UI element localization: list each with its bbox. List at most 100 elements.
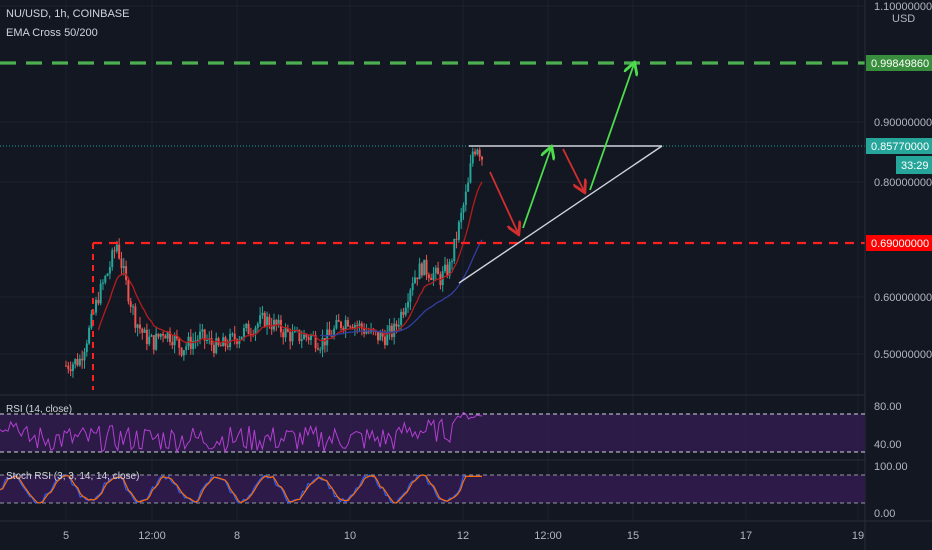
candle-body <box>289 331 292 342</box>
candle-body <box>409 290 412 302</box>
candle-body <box>203 329 206 341</box>
candle-body <box>379 332 382 341</box>
time-tick: 12 <box>457 530 469 542</box>
candle-body <box>212 344 215 354</box>
candle-body <box>173 335 176 346</box>
candle-body <box>460 212 463 222</box>
candle-body <box>118 244 121 259</box>
candle-body <box>383 336 386 346</box>
candle-body <box>242 328 245 337</box>
candle-body <box>129 301 132 307</box>
rsi-line <box>0 411 483 454</box>
candle-body <box>141 328 144 333</box>
candle-body <box>386 331 389 346</box>
candle-body <box>309 335 312 340</box>
rsi-tick: 40.00 <box>874 439 902 451</box>
candle-body <box>411 283 414 291</box>
candle-body <box>455 238 458 240</box>
candle-body <box>277 319 280 325</box>
candle-body <box>340 321 343 328</box>
candle-body <box>182 350 185 356</box>
candle-body <box>152 335 155 350</box>
candle-body <box>95 299 98 313</box>
triangle-lower-line[interactable] <box>458 145 663 284</box>
candle-body <box>159 333 162 337</box>
candle-body <box>157 333 160 337</box>
candle-body <box>434 267 437 274</box>
candle-body <box>404 307 407 315</box>
candle-body <box>360 323 363 329</box>
candle-body <box>245 323 248 329</box>
current-price-label: 0.85770000 <box>871 141 929 153</box>
support-price-badge[interactable] <box>866 235 932 251</box>
candle-body <box>240 336 243 340</box>
candle-body <box>205 339 208 341</box>
candle-body <box>113 250 116 252</box>
candle-body <box>199 331 202 340</box>
candle-body <box>286 328 289 332</box>
candle-body <box>275 319 278 325</box>
candle-body <box>88 327 91 344</box>
candle-body <box>335 320 338 329</box>
time-tick: 10 <box>344 530 356 542</box>
candle-body <box>180 347 183 356</box>
candle-body <box>377 332 379 341</box>
candle-body <box>166 331 169 339</box>
candle-body <box>478 149 481 157</box>
candle-body <box>448 261 451 276</box>
arrow-down-2[interactable] <box>562 148 584 191</box>
candle-body <box>349 326 352 328</box>
candle-body <box>282 332 285 338</box>
candle-body <box>101 282 104 284</box>
arrow-down-1[interactable] <box>489 171 518 233</box>
candle-body <box>233 333 236 340</box>
arrow-up-2[interactable] <box>589 64 634 191</box>
ema-200-line <box>320 239 483 337</box>
candle-body <box>481 156 483 160</box>
candle-body <box>476 149 479 155</box>
candle-body <box>351 326 354 329</box>
candle-body <box>298 329 301 342</box>
candle-body <box>108 267 111 274</box>
candle-body <box>224 337 227 346</box>
current-price-badge[interactable] <box>866 138 932 154</box>
support-price-label: 0.69000000 <box>871 238 929 250</box>
time-tick: 15 <box>627 530 639 542</box>
target-price-label: 0.99849860 <box>871 58 929 70</box>
candle-body <box>326 329 329 346</box>
candle-body <box>254 327 257 335</box>
horizontal-grid <box>0 5 865 355</box>
candle-body <box>65 365 67 367</box>
time-tick: 12:00 <box>534 530 562 542</box>
candle-body <box>238 339 241 344</box>
candle-body <box>106 273 109 276</box>
candle-body <box>427 274 430 278</box>
target-price-badge[interactable] <box>866 55 932 71</box>
candle-body <box>132 306 135 308</box>
candle-body <box>192 340 195 350</box>
candle-body <box>247 323 250 335</box>
candle-body <box>85 343 88 352</box>
candle-body <box>450 261 453 263</box>
candle-body <box>111 250 114 268</box>
candle-body <box>76 358 79 366</box>
candle-body <box>162 333 165 336</box>
candle-body <box>444 264 447 272</box>
candle-body <box>122 266 125 269</box>
candle-body <box>333 328 336 338</box>
candle-body <box>215 338 218 354</box>
stoch-legend[interactable]: Stoch RSI (3, 3, 14, 14, close) <box>6 471 140 482</box>
indicator-legend[interactable]: EMA Cross 50/200 <box>6 27 98 39</box>
candle-body <box>346 320 349 327</box>
candle-body <box>418 263 421 280</box>
price-tick: 0.90000000 <box>874 117 932 129</box>
arrow-up-1[interactable] <box>522 148 551 229</box>
rsi-legend[interactable]: RSI (14, close) <box>6 404 73 415</box>
candle-body <box>425 259 428 275</box>
candle-body <box>303 334 306 340</box>
symbol-title[interactable]: NU/USD, 1h, COINBASE <box>6 8 130 20</box>
candle-body <box>407 301 410 308</box>
candle-body <box>328 329 331 336</box>
candle-body <box>249 334 252 336</box>
